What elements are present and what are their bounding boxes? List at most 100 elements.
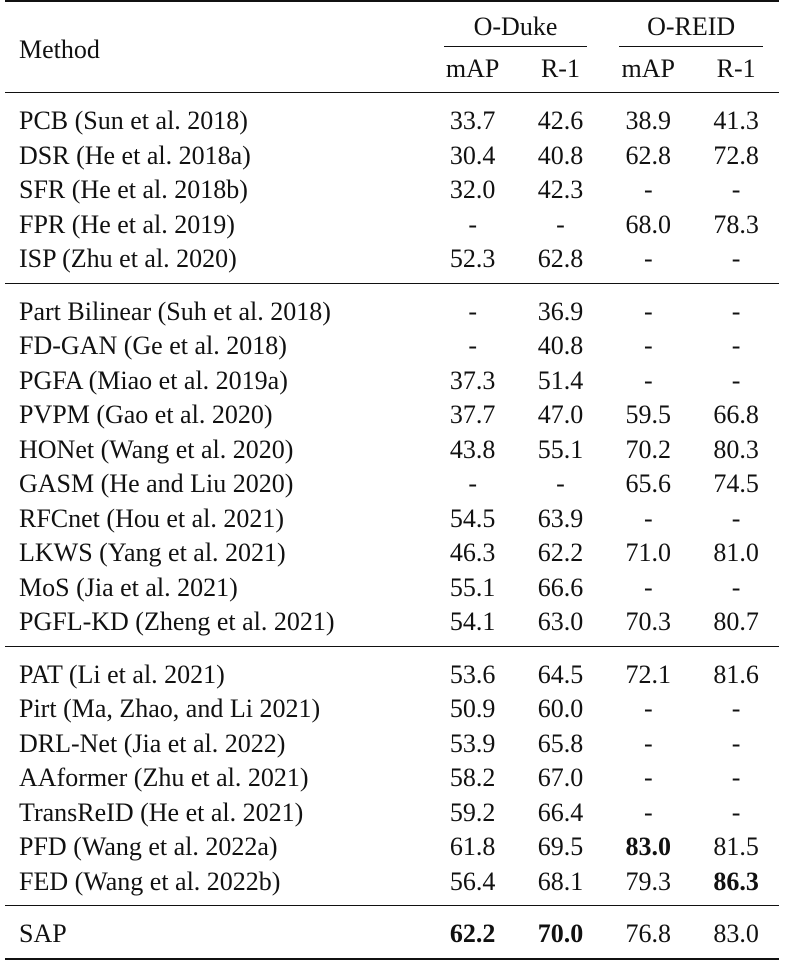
- method-cell: DSR (He et al. 2018a): [19, 140, 251, 170]
- value-cell-oduke-r1: -: [556, 209, 565, 239]
- value-cell-oreid-map: 83.0: [625, 832, 672, 861]
- value-cell-oreid-map: -: [643, 572, 653, 602]
- value-cell-oduke-map: 32.0: [449, 175, 496, 204]
- value-cell-oreid-map: -: [643, 694, 653, 723]
- value-cell-oreid-map: 62.8: [625, 140, 672, 170]
- value-cell-oreid-map: -: [643, 763, 653, 792]
- method-cell: GASM (He and Liu 2020): [19, 469, 294, 498]
- value-cell-oduke-r1: 66.4: [537, 797, 584, 827]
- value-cell-oreid-r1: -: [731, 572, 741, 602]
- value-cell-oreid-r1: -: [731, 331, 741, 360]
- value-cell-oduke-r1: 62.2: [537, 538, 584, 567]
- value-cell-oreid-r1: -: [731, 175, 741, 204]
- value-cell-oreid-r1: -: [731, 503, 741, 533]
- comparison-table-container: Method O-Duke O-REID mAP R-1 mAP R-1 PCB…: [5, 0, 779, 960]
- value-cell-oduke-r1: 36.9: [537, 296, 584, 326]
- subcol-header-oduke-map: mAP: [445, 53, 500, 83]
- value-cell-oreid-map: -: [643, 296, 653, 326]
- value-cell-oreid-map: 72.1: [625, 659, 672, 689]
- method-cell: PFD (Wang et al. 2022a): [19, 832, 278, 861]
- value-cell-oduke-r1: 63.0: [537, 607, 584, 636]
- method-cell: HONet (Wang et al. 2020): [19, 434, 294, 464]
- table-body: PCB (Sun et al. 2018) 33.7 42.6 38.9 41.3 DSR…: [5, 92, 779, 959]
- value-cell-oduke-map: 53.6: [449, 659, 496, 689]
- value-cell-oreid-map: 79.3: [625, 866, 672, 896]
- comparison-table: Method O-Duke O-REID mAP R-1 mAP R-1 PCB…: [5, 0, 779, 960]
- value-cell-oduke-map: 43.8: [449, 434, 496, 464]
- header-row-groups: Method O-Duke O-REID: [5, 1, 779, 64]
- value-cell-oreid-r1: 81.5: [713, 832, 759, 861]
- method-cell: FPR (He et al. 2019): [19, 209, 235, 239]
- value-cell-oreid-r1: 83.0: [713, 919, 759, 948]
- value-cell-oreid-map: 65.6: [625, 469, 672, 498]
- method-cell: PAT (Li et al. 2021): [19, 659, 225, 689]
- subcol-header-oreid-r1: R-1: [716, 53, 756, 83]
- value-cell-oduke-r1: 40.8: [537, 331, 584, 360]
- value-cell-oreid-r1: 80.3: [713, 434, 759, 464]
- value-cell-oreid-map: -: [643, 365, 653, 395]
- group-header-oduke: O-Duke: [428, 1, 604, 47]
- table-row: PVPM (Gao et al. 2020) 37.7 47.0 59.5 66.8: [5, 398, 779, 433]
- value-cell-oduke-r1: 40.8: [537, 140, 584, 170]
- subcol-header-oduke-r1: R-1: [540, 53, 580, 83]
- value-cell-oreid-map: -: [643, 503, 653, 533]
- value-cell-oreid-r1: 81.6: [713, 659, 759, 689]
- value-cell-oduke-map: 46.3: [449, 538, 496, 567]
- value-cell-oreid-r1: -: [731, 296, 741, 326]
- value-cell-oreid-map: -: [643, 244, 653, 273]
- value-cell-oreid-map: 68.0: [625, 209, 672, 239]
- value-cell-oreid-map: -: [643, 728, 653, 758]
- method-column-header: Method: [19, 34, 100, 64]
- value-cell-oduke-map: 54.5: [449, 503, 496, 533]
- method-cell: PCB (Sun et al. 2018): [19, 106, 248, 135]
- value-cell-oduke-r1: 68.1: [537, 866, 584, 896]
- value-cell-oreid-r1: 81.0: [713, 538, 759, 567]
- table-row: ISP (Zhu et al. 2020) 52.3 62.8 - -: [5, 242, 779, 283]
- value-cell-oduke-r1: 64.5: [537, 659, 584, 689]
- value-cell-oduke-r1: 62.8: [537, 244, 584, 273]
- value-cell-oduke-r1: 63.9: [537, 503, 584, 533]
- value-cell-oduke-map: 50.9: [449, 694, 496, 723]
- value-cell-oreid-map: 76.8: [625, 919, 672, 948]
- value-cell-oreid-r1: -: [731, 797, 741, 827]
- value-cell-oreid-r1: -: [731, 763, 741, 792]
- table-row: DRL-Net (Jia et al. 2022) 53.9 65.8 - -: [5, 727, 779, 762]
- value-cell-oreid-map: -: [643, 797, 653, 827]
- value-cell-oreid-r1: 74.5: [713, 469, 759, 498]
- table-row: PFD (Wang et al. 2022a) 61.8 69.5 83.0 81.5: [5, 830, 779, 865]
- method-cell: Pirt (Ma, Zhao, and Li 2021): [19, 694, 321, 723]
- method-cell: RFCnet (Hou et al. 2021): [19, 503, 285, 533]
- value-cell-oduke-map: -: [468, 209, 477, 239]
- method-cell: DRL-Net (Jia et al. 2022): [19, 728, 286, 758]
- method-cell: MoS (Jia et al. 2021): [19, 572, 238, 602]
- table-row: SFR (He et al. 2018b) 32.0 42.3 - -: [5, 173, 779, 208]
- value-cell-oreid-map: 59.5: [625, 400, 672, 429]
- method-cell: PVPM (Gao et al. 2020): [19, 400, 273, 429]
- method-cell: ISP (Zhu et al. 2020): [19, 244, 237, 273]
- value-cell-oduke-map: 59.2: [449, 797, 496, 827]
- table-row: SAP 62.2 70.0 76.8 83.0: [5, 905, 779, 959]
- value-cell-oduke-r1: 51.4: [537, 365, 584, 395]
- method-cell: PGFL-KD (Zheng et al. 2021): [19, 607, 335, 636]
- table-row: PGFA (Miao et al. 2019a) 37.3 51.4 - -: [5, 364, 779, 399]
- value-cell-oduke-map: 54.1: [449, 607, 496, 636]
- value-cell-oreid-map: -: [643, 175, 653, 204]
- group-underline-oreid: [619, 46, 763, 47]
- value-cell-oduke-r1: 70.0: [537, 919, 584, 948]
- table-row: RFCnet (Hou et al. 2021) 54.5 63.9 - -: [5, 502, 779, 537]
- table-row: TransReID (He et al. 2021) 59.2 66.4 - -: [5, 796, 779, 831]
- header-row-metrics: mAP R-1 mAP R-1: [5, 46, 779, 93]
- table-row: AAformer (Zhu et al. 2021) 58.2 67.0 - -: [5, 761, 779, 796]
- value-cell-oreid-r1: -: [731, 728, 741, 758]
- value-cell-oduke-map: 30.4: [449, 140, 496, 170]
- value-cell-oduke-map: 56.4: [449, 866, 496, 896]
- value-cell-oduke-map: 52.3: [449, 244, 496, 273]
- group-header-oreid-label: O-REID: [647, 11, 736, 41]
- value-cell-oduke-r1: 55.1: [537, 434, 584, 464]
- value-cell-oreid-map: 70.3: [625, 607, 672, 636]
- value-cell-oreid-r1: 78.3: [713, 209, 759, 239]
- value-cell-oreid-r1: 86.3: [713, 866, 759, 896]
- table-row: HONet (Wang et al. 2020) 43.8 55.1 70.2 80.3: [5, 433, 779, 468]
- value-cell-oreid-map: 70.2: [625, 434, 672, 464]
- value-cell-oreid-r1: -: [731, 365, 741, 395]
